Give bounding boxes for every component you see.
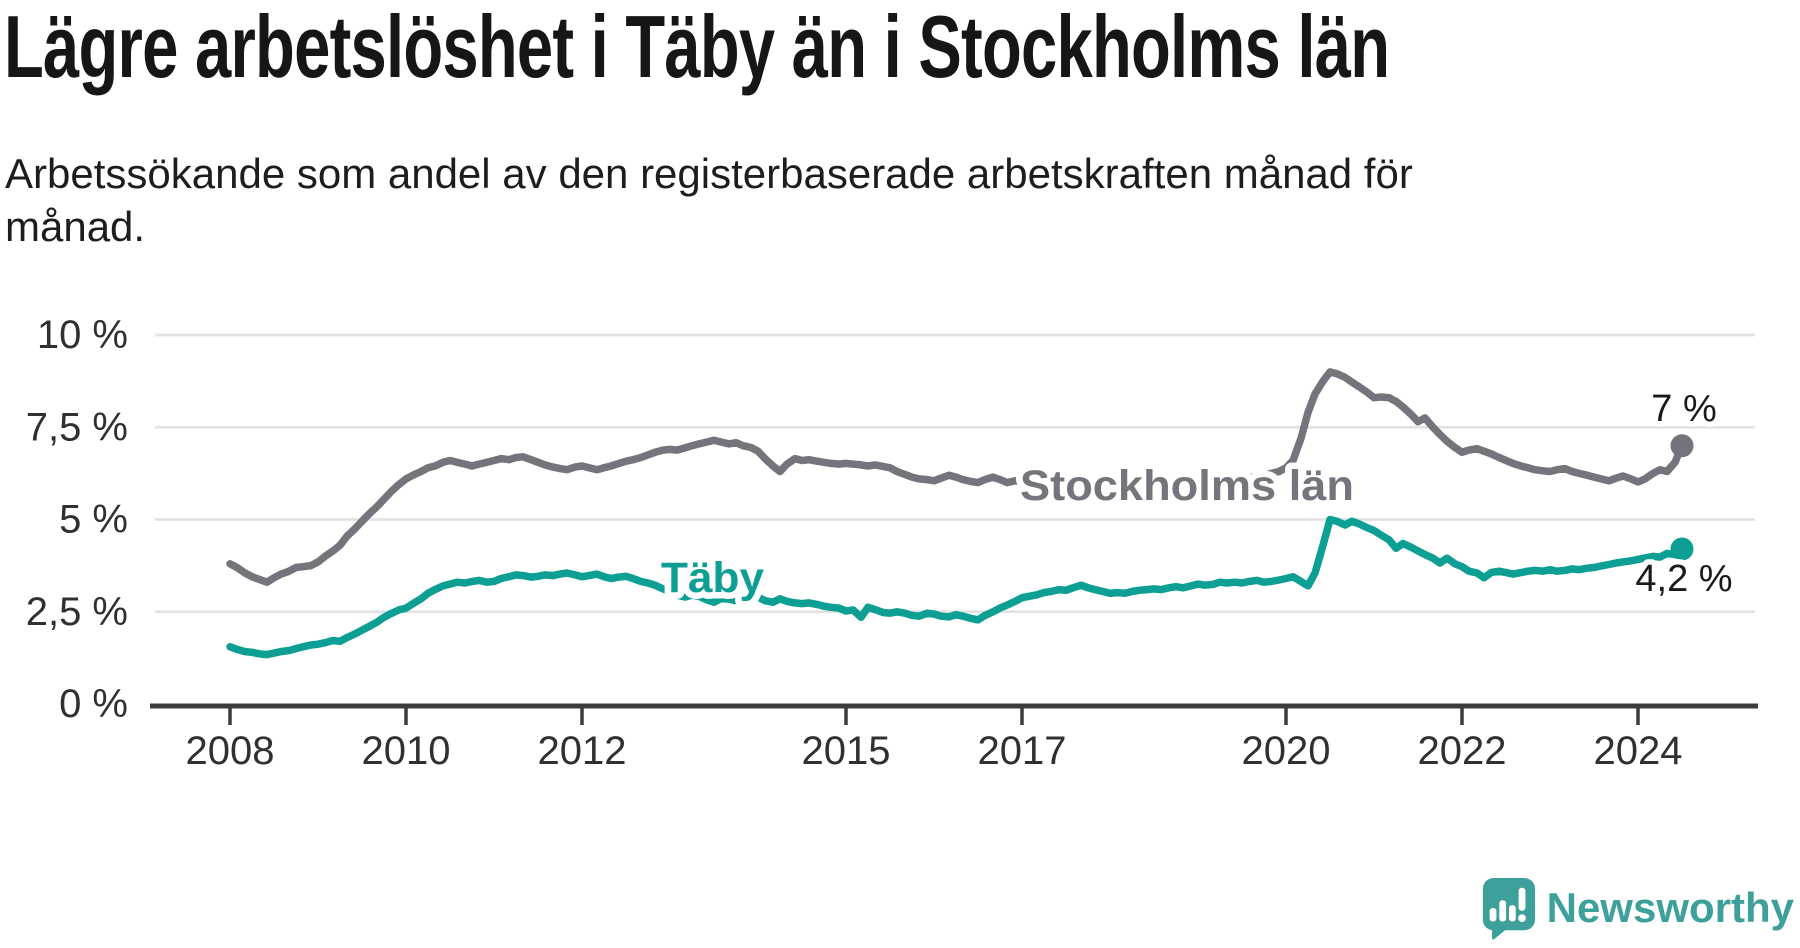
x-tick-label-3: 2015 bbox=[802, 729, 891, 773]
end-dot-taby bbox=[1670, 537, 1694, 561]
y-tick-label-4: 10 % bbox=[37, 313, 128, 357]
x-tick-label-5: 2020 bbox=[1242, 729, 1331, 773]
y-tick-label-3: 7,5 % bbox=[26, 405, 128, 449]
end-dot-stockholms-lan bbox=[1670, 434, 1694, 458]
x-tick-label-6: 2022 bbox=[1418, 729, 1507, 773]
chart-title: Lägre arbetslöshet i Täby än i Stockholm… bbox=[4, 0, 1390, 96]
series-line-stockholms-lan bbox=[226, 368, 1686, 586]
end-value-label-stockholms-lan: 7 % bbox=[1651, 388, 1716, 430]
newsworthy-icon bbox=[1482, 878, 1535, 940]
x-tick-label-4: 2017 bbox=[978, 729, 1067, 773]
series-label-taby: Täby bbox=[661, 554, 764, 602]
x-tick-label-1: 2010 bbox=[362, 729, 451, 773]
end-value-label-taby: 4,2 % bbox=[1635, 558, 1732, 600]
chart-labels: Stockholms län Täby 7 % 4,2 % bbox=[655, 383, 1739, 609]
newsworthy-wordmark: Newsworthy bbox=[1546, 884, 1794, 931]
y-tick-label-2: 5 % bbox=[59, 498, 128, 542]
newsworthy-logo: Newsworthy bbox=[1479, 876, 1794, 940]
chart-subtitle: Arbetssökande som andel av den registerb… bbox=[5, 150, 1413, 250]
series-line-taby bbox=[226, 515, 1686, 659]
x-tick-label-7: 2024 bbox=[1594, 729, 1683, 773]
x-tick-label-2: 2012 bbox=[538, 729, 627, 773]
y-tick-label-1: 2,5 % bbox=[26, 590, 128, 634]
y-tick-label-0: 0 % bbox=[59, 682, 128, 726]
chart-generated-layers: 0 % 2,5 % 5 % 7,5 % 10 % 2008 2010 2012 2015 2017… bbox=[26, 313, 1758, 773]
x-tick-label-0: 2008 bbox=[186, 729, 275, 773]
series-label-stockholms-lan: Stockholms län bbox=[1020, 462, 1354, 510]
